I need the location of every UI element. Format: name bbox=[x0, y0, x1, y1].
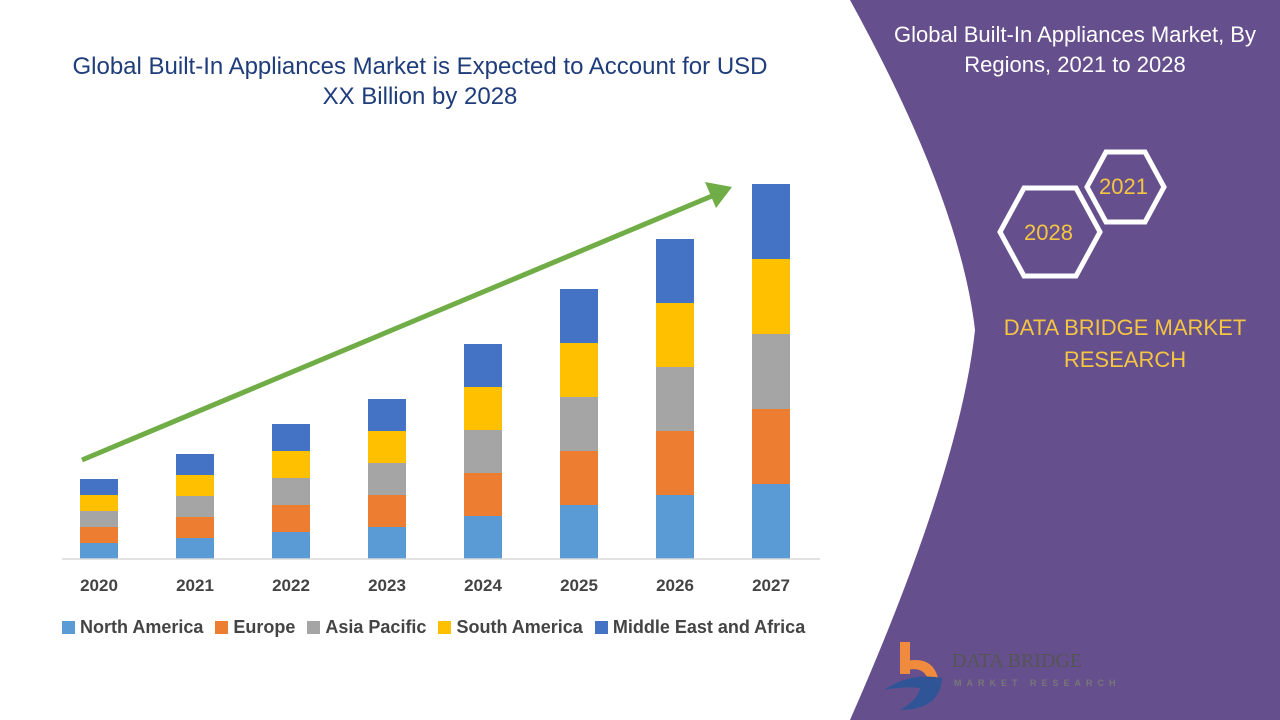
legend-swatch bbox=[215, 621, 229, 634]
bar-segment-2021-north-america bbox=[176, 538, 214, 559]
legend-item: Middle East and Africa bbox=[594, 617, 806, 638]
bar-segment-2025-north-america bbox=[560, 505, 598, 559]
bar-segment-2021-south-america bbox=[176, 475, 214, 496]
data-bridge-logo-icon bbox=[884, 642, 942, 710]
bar-segment-2023-middle-east-and-africa bbox=[368, 399, 406, 431]
bar-segment-2020-europe bbox=[80, 527, 118, 543]
hexagon-2021 bbox=[1084, 149, 1167, 225]
legend-swatch bbox=[438, 621, 452, 634]
bar-segment-2024-asia-pacific bbox=[464, 430, 502, 473]
x-tick-label: 2026 bbox=[656, 576, 694, 595]
legend-swatch bbox=[307, 621, 321, 634]
bar-segment-2024-south-america bbox=[464, 387, 502, 430]
bar-segment-2022-north-america bbox=[272, 532, 310, 559]
logo-subtext: MARKET RESEARCH bbox=[954, 678, 1121, 688]
bar-segment-2020-middle-east-and-africa bbox=[80, 479, 118, 495]
bar-segment-2023-asia-pacific bbox=[368, 463, 406, 495]
legend-label: South America bbox=[456, 617, 583, 637]
legend-swatch bbox=[62, 621, 75, 634]
x-tick-label: 2021 bbox=[176, 576, 214, 595]
bar-segment-2026-middle-east-and-africa bbox=[656, 239, 694, 303]
bar-segment-2026-north-america bbox=[656, 495, 694, 559]
bar-segment-2024-middle-east-and-africa bbox=[464, 344, 502, 387]
chart-title: Global Built-In Appliances Market is Exp… bbox=[72, 53, 768, 110]
hex-year-2021: 2021 bbox=[1099, 174, 1148, 199]
bar-segment-2020-asia-pacific bbox=[80, 511, 118, 527]
legend-label: Asia Pacific bbox=[325, 617, 427, 637]
legend-swatch bbox=[594, 621, 608, 634]
bar-segment-2020-south-america bbox=[80, 495, 118, 511]
purple-panel-shape bbox=[850, 0, 1280, 720]
bar-segment-2027-north-america bbox=[752, 484, 790, 559]
bar-segment-2024-north-america bbox=[464, 516, 502, 559]
side-panel-title: Global Built-In Appliances Market, By Re… bbox=[894, 22, 1256, 77]
x-tick-label: 2023 bbox=[368, 576, 406, 595]
legend-item: North America bbox=[62, 617, 203, 638]
bar-segment-2027-asia-pacific bbox=[752, 334, 790, 409]
legend-label: Europe bbox=[233, 617, 296, 637]
legend-label: Middle East and Africa bbox=[612, 617, 806, 637]
x-tick-label: 2024 bbox=[464, 576, 502, 595]
bar-segment-2022-asia-pacific bbox=[272, 478, 310, 505]
legend-item: South America bbox=[438, 617, 583, 638]
bar-segment-2025-middle-east-and-africa bbox=[560, 289, 598, 343]
bar-segment-2025-south-america bbox=[560, 343, 598, 397]
bar-segment-2026-europe bbox=[656, 431, 694, 495]
legend-label: North America bbox=[80, 617, 204, 637]
bar-segment-2027-south-america bbox=[752, 259, 790, 334]
trend-arrow-line bbox=[81, 193, 713, 463]
x-tick-label: 2027 bbox=[752, 576, 790, 595]
bar-segment-2023-europe bbox=[368, 495, 406, 527]
bar-segment-2026-south-america bbox=[656, 303, 694, 367]
trend-arrow-head bbox=[705, 182, 732, 208]
bar-segment-2025-europe bbox=[560, 451, 598, 505]
bar-segment-2027-europe bbox=[752, 409, 790, 484]
stacked-bar-chart bbox=[62, 182, 820, 560]
hex-year-2028: 2028 bbox=[1024, 220, 1073, 245]
bar-segment-2022-europe bbox=[272, 505, 310, 532]
legend-item: Europe bbox=[215, 617, 295, 638]
logo-text: DATA BRIDGE bbox=[952, 650, 1083, 672]
bar-segment-2020-north-america bbox=[80, 543, 118, 559]
bar-segment-2023-south-america bbox=[368, 431, 406, 463]
bar-segment-2021-middle-east-and-africa bbox=[176, 454, 214, 475]
x-tick-label: 2020 bbox=[80, 576, 118, 595]
legend-item: Asia Pacific bbox=[307, 617, 426, 638]
bar-segment-2021-asia-pacific bbox=[176, 496, 214, 517]
brand-name: DATA BRIDGE MARKET RESEARCH bbox=[1003, 315, 1247, 372]
bar-segment-2021-europe bbox=[176, 517, 214, 538]
hexagon-2028 bbox=[997, 185, 1103, 279]
bar-segment-2023-north-america bbox=[368, 527, 406, 559]
bar-segment-2025-asia-pacific bbox=[560, 397, 598, 451]
bar-segment-2026-asia-pacific bbox=[656, 367, 694, 431]
x-tick-label: 2025 bbox=[560, 576, 598, 595]
x-tick-label: 2022 bbox=[272, 576, 310, 595]
legend: North America Europe Asia Pacific South Ame… bbox=[62, 617, 805, 638]
bar-segment-2022-middle-east-and-africa bbox=[272, 424, 310, 451]
bar-segment-2027-middle-east-and-africa bbox=[752, 184, 790, 259]
bar-segment-2022-south-america bbox=[272, 451, 310, 478]
bar-segment-2024-europe bbox=[464, 473, 502, 516]
